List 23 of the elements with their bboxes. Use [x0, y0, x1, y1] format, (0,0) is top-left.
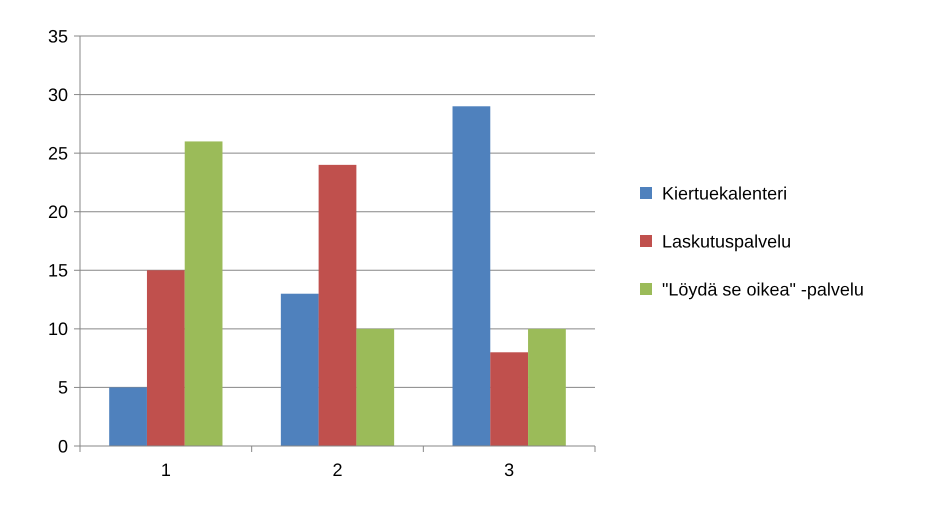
x-tick-label: 2 [332, 460, 343, 480]
y-tick-label: 20 [48, 202, 68, 222]
bar [528, 328, 566, 446]
bar [490, 352, 528, 446]
y-tick-label: 0 [58, 436, 68, 456]
x-tick-label: 1 [160, 460, 171, 480]
legend-label: Kiertuekalenteri [662, 183, 788, 204]
bar [146, 270, 185, 446]
y-tick-label: 10 [48, 319, 68, 340]
legend-label: Laskutuspalvelu [662, 231, 792, 252]
bar [109, 387, 147, 446]
y-tick-label: 25 [48, 143, 68, 164]
y-tick-label: 30 [48, 84, 68, 105]
bar [280, 294, 319, 446]
bar [318, 164, 356, 446]
y-tick-label: 15 [48, 260, 68, 281]
bar [452, 106, 490, 446]
x-tick-label: 3 [504, 460, 514, 480]
bar [356, 328, 394, 446]
y-tick-label: 5 [58, 378, 68, 398]
legend-label: "Löydä se oikea" -palvelu [662, 279, 864, 300]
bar [184, 141, 222, 446]
y-tick-label: 35 [48, 26, 68, 46]
